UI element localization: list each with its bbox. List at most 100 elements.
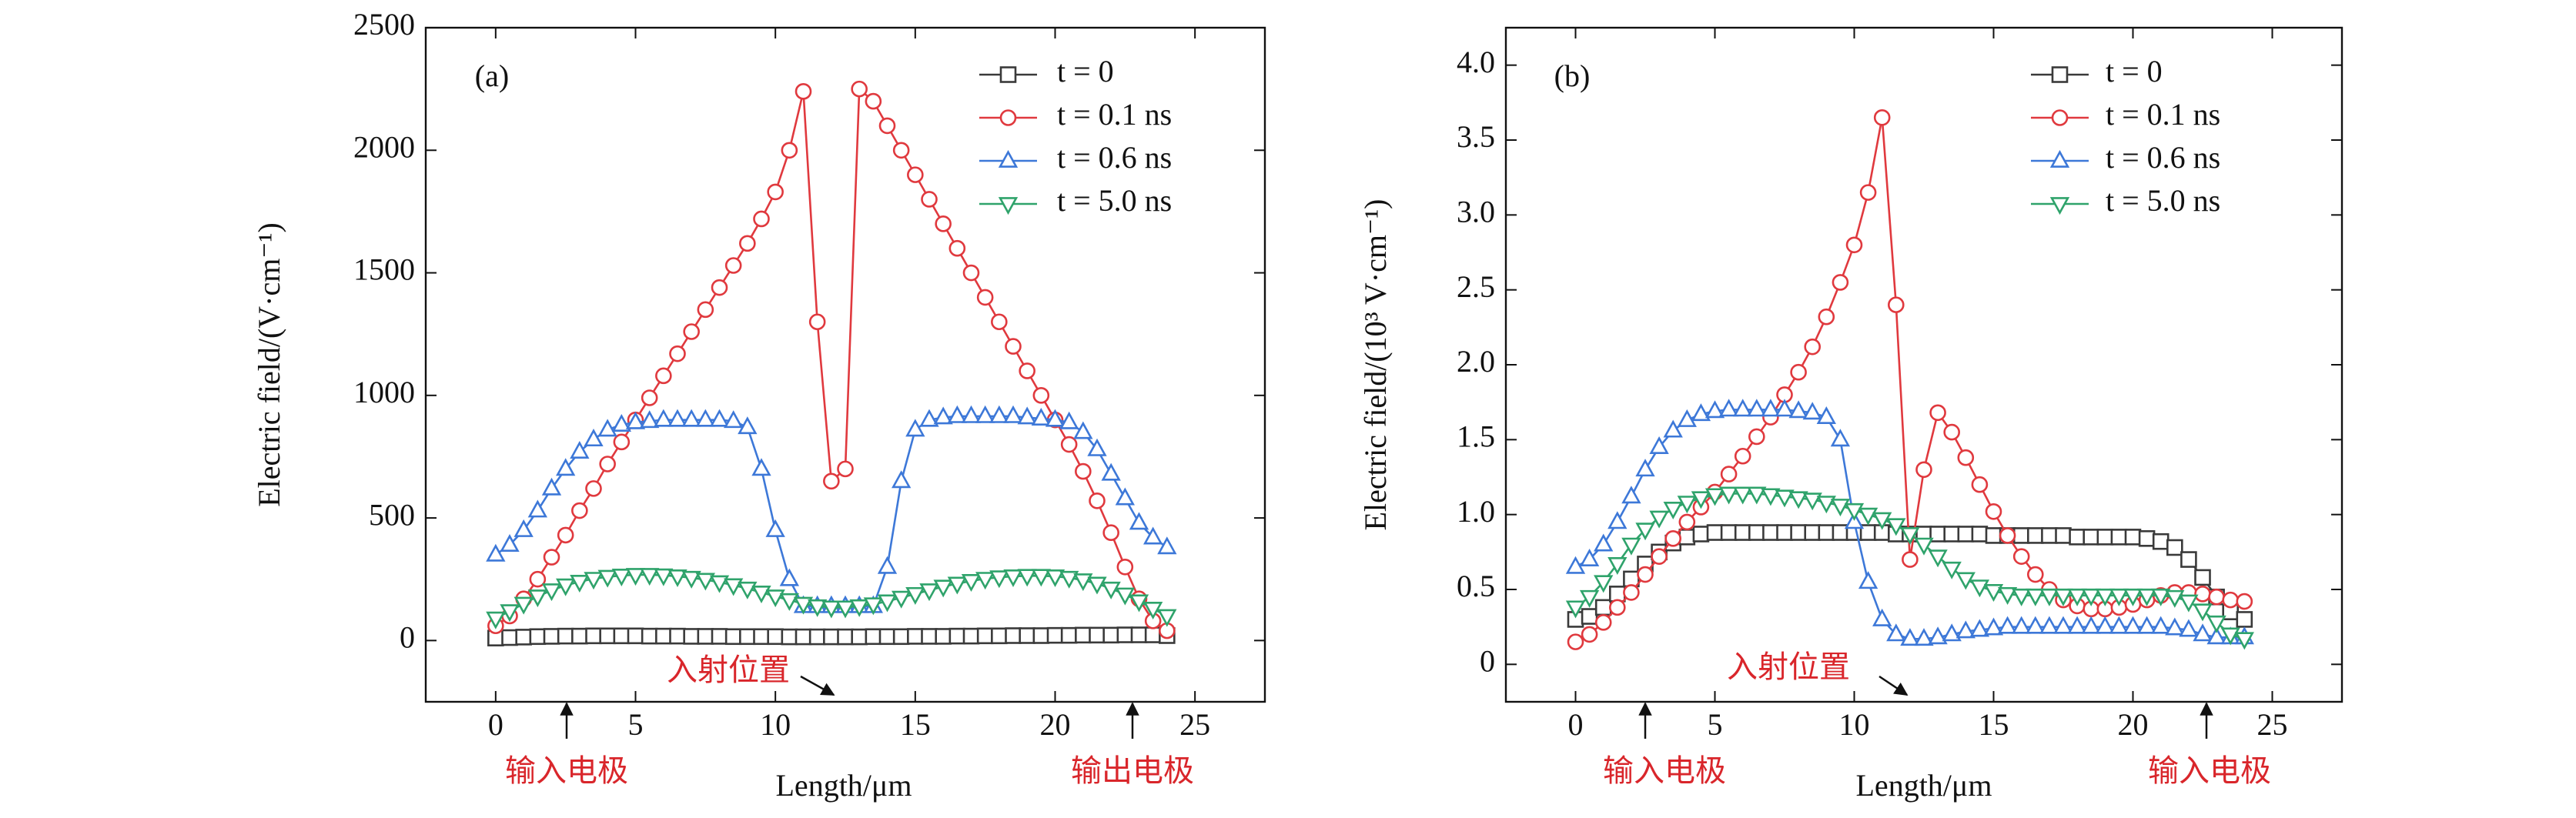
marker-triangle bbox=[1607, 511, 1628, 529]
marker-triangle bbox=[975, 405, 995, 423]
marker-triangle bbox=[1900, 527, 1920, 546]
marker-circle bbox=[1985, 502, 2002, 520]
marker-triangle bbox=[500, 534, 520, 553]
marker-circle bbox=[2236, 593, 2253, 610]
legend-label: t = 0.6 ns bbox=[2106, 140, 2220, 175]
legend-label: t = 5.0 ns bbox=[1057, 183, 1172, 218]
marker-triangle bbox=[751, 458, 771, 476]
marker-triangle bbox=[1691, 403, 1711, 422]
marker-circle bbox=[2222, 591, 2239, 609]
x-tick-label: 15 bbox=[1979, 707, 2009, 742]
marker-circle bbox=[1943, 423, 1960, 441]
marker-square bbox=[1748, 524, 1765, 541]
marker-square bbox=[669, 627, 686, 645]
marker-circle bbox=[1790, 363, 1807, 381]
marker-square bbox=[1804, 524, 1821, 541]
legend-marker bbox=[2049, 197, 2070, 215]
marker-triangle bbox=[1059, 411, 1079, 429]
marker-triangle bbox=[584, 572, 604, 590]
x-tick-label: 10 bbox=[760, 707, 791, 742]
marker-triangle bbox=[667, 569, 687, 588]
marker-square bbox=[1734, 524, 1751, 541]
marker-triangle bbox=[2123, 588, 2143, 606]
marker-triangle bbox=[905, 586, 925, 605]
marker-triangle bbox=[724, 410, 744, 429]
marker-triangle bbox=[2220, 627, 2240, 646]
x-tick-label: 5 bbox=[628, 707, 644, 742]
marker-triangle bbox=[1143, 602, 1163, 620]
marker-circle bbox=[1005, 338, 1022, 355]
y-tick-label: 3.5 bbox=[1457, 119, 1495, 154]
marker-circle bbox=[1060, 436, 1078, 453]
annotation: 入射位置 bbox=[667, 653, 790, 688]
marker-triangle bbox=[667, 409, 687, 427]
marker-circle bbox=[613, 433, 631, 451]
marker-circle bbox=[724, 257, 742, 274]
marker-circle bbox=[808, 313, 826, 331]
legend-marker bbox=[2051, 109, 2069, 126]
marker-square bbox=[1692, 526, 1710, 543]
marker-square bbox=[501, 629, 518, 646]
marker-triangle bbox=[2193, 623, 2213, 642]
marker-triangle bbox=[2026, 616, 2046, 634]
x-tick-label: 20 bbox=[1040, 707, 1071, 742]
marker-circle bbox=[1678, 513, 1696, 531]
marker-triangle bbox=[2109, 616, 2129, 634]
marker-triangle bbox=[1677, 409, 1697, 427]
marker-triangle bbox=[1886, 623, 1906, 642]
marker-triangle bbox=[1802, 492, 1822, 511]
marker-square bbox=[865, 628, 882, 646]
marker-circle bbox=[2012, 548, 2030, 565]
marker-square bbox=[1144, 626, 1162, 643]
marker-triangle bbox=[2039, 616, 2059, 634]
marker-triangle bbox=[1900, 628, 1920, 646]
marker-square bbox=[948, 627, 966, 645]
marker-circle bbox=[571, 502, 588, 519]
marker-square bbox=[1032, 627, 1050, 644]
marker-triangle bbox=[1003, 569, 1023, 588]
x-tick-label: 15 bbox=[900, 707, 931, 742]
y-tick-label: 4.0 bbox=[1457, 45, 1495, 79]
marker-square bbox=[1609, 586, 1626, 603]
marker-square bbox=[724, 628, 742, 646]
marker-triangle bbox=[989, 570, 1009, 589]
x-tick-label: 25 bbox=[1179, 707, 1210, 742]
marker-triangle bbox=[1017, 406, 1037, 425]
marker-triangle bbox=[1942, 561, 1962, 579]
marker-triangle bbox=[933, 406, 953, 425]
marker-triangle bbox=[1003, 405, 1023, 423]
marker-triangle bbox=[1565, 600, 1586, 619]
legend-marker bbox=[999, 109, 1017, 126]
marker-square bbox=[767, 628, 784, 646]
marker-triangle bbox=[1087, 438, 1107, 456]
marker-triangle bbox=[514, 519, 534, 537]
x-tick-label: 25 bbox=[2257, 707, 2288, 742]
marker-triangle bbox=[793, 596, 814, 615]
y-tick-label: 1000 bbox=[353, 375, 415, 409]
marker-triangle bbox=[919, 583, 939, 602]
marker-triangle bbox=[2123, 616, 2143, 634]
marker-triangle bbox=[1157, 609, 1177, 627]
marker-circle bbox=[529, 570, 547, 588]
marker-triangle bbox=[486, 543, 506, 562]
marker-square bbox=[2166, 539, 2183, 556]
marker-triangle bbox=[765, 589, 785, 608]
marker-circle bbox=[599, 456, 616, 472]
marker-triangle bbox=[2081, 616, 2101, 634]
marker-circle bbox=[1581, 626, 1598, 643]
marker-square bbox=[851, 628, 868, 646]
marker-square bbox=[1720, 524, 1738, 541]
marker-triangle bbox=[611, 413, 631, 432]
marker-triangle bbox=[570, 440, 590, 459]
marker-triangle bbox=[863, 597, 883, 616]
marker-triangle bbox=[1579, 589, 1600, 608]
marker-square bbox=[613, 627, 631, 645]
marker-triangle bbox=[2206, 615, 2226, 633]
annotation: 输出电极 bbox=[1071, 753, 1194, 789]
marker-triangle bbox=[1858, 571, 1878, 589]
marker-circle bbox=[2027, 566, 2044, 583]
marker-circle bbox=[1720, 466, 1738, 482]
marker-triangle bbox=[835, 600, 855, 619]
marker-circle bbox=[669, 345, 686, 362]
marker-triangle bbox=[1663, 419, 1683, 438]
